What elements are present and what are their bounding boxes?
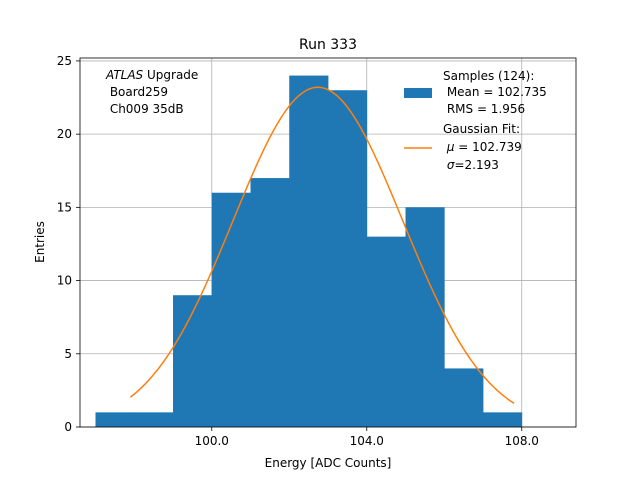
legend-hist-swatch: [404, 88, 432, 98]
y-axis-label: Entries: [33, 221, 47, 263]
sigma-symbol: σ: [447, 158, 455, 172]
histogram-bar: [328, 90, 368, 427]
mu-symbol: μ: [446, 140, 455, 154]
histogram-bar: [95, 412, 135, 427]
x-tick-label: 100.0: [195, 434, 229, 448]
chart-title: Run 333: [299, 37, 357, 53]
y-tick-label: 15: [57, 200, 72, 214]
histogram-bar: [173, 295, 213, 427]
plot-frame: [79, 57, 577, 428]
legend-hist-mean: Mean = 102.735: [443, 85, 547, 99]
histogram-bar: [289, 75, 329, 428]
histogram-bar: [211, 192, 251, 427]
gaussian-fit-line: [129, 86, 515, 404]
legend-fit-sigma-value: =2.193: [454, 158, 498, 172]
histogram-bar: [483, 412, 523, 427]
histogram-bar: [444, 368, 484, 427]
legend-hist-title: Samples (124):: [443, 69, 534, 83]
legend-fit-mu-value: = 102.739: [458, 140, 522, 154]
histogram-bar: [366, 236, 406, 427]
atlas-annotation: ATLAS Upgrade Board259 Ch009 35dB: [105, 68, 198, 116]
x-tick-label: 108.0: [505, 434, 539, 448]
x-tick-label: 104.0: [350, 434, 384, 448]
legend-fit-sigma: σ=2.193: [443, 158, 499, 172]
histogram-bar: [250, 178, 290, 427]
atlas-label: ATLAS: [105, 68, 144, 82]
channel-label: Ch009 35dB: [106, 102, 184, 116]
histogram-bar: [134, 412, 174, 427]
y-tick-label: 25: [57, 54, 72, 68]
legend: Samples (124): Mean = 102.735 RMS = 1.95…: [404, 69, 547, 172]
y-tick-label: 10: [57, 274, 72, 288]
y-tick-label: 20: [57, 127, 72, 141]
upgrade-label: Upgrade: [143, 68, 198, 82]
legend-hist-rms: RMS = 1.956: [443, 102, 525, 116]
legend-fit-mu: μ = 102.739: [443, 140, 522, 154]
legend-fit-title: Gaussian Fit:: [443, 122, 520, 136]
annotation-line-1: ATLAS Upgrade: [105, 68, 198, 82]
y-tick-label: 5: [64, 347, 72, 361]
y-tick-label: 0: [64, 420, 72, 434]
y-axis-ticks: 0 5 10 15 20 25: [57, 54, 80, 434]
x-axis-label: Energy [ADC Counts]: [265, 456, 392, 470]
board-label: Board259: [106, 85, 168, 99]
x-axis-ticks: 100.0 104.0 108.0: [195, 427, 539, 448]
